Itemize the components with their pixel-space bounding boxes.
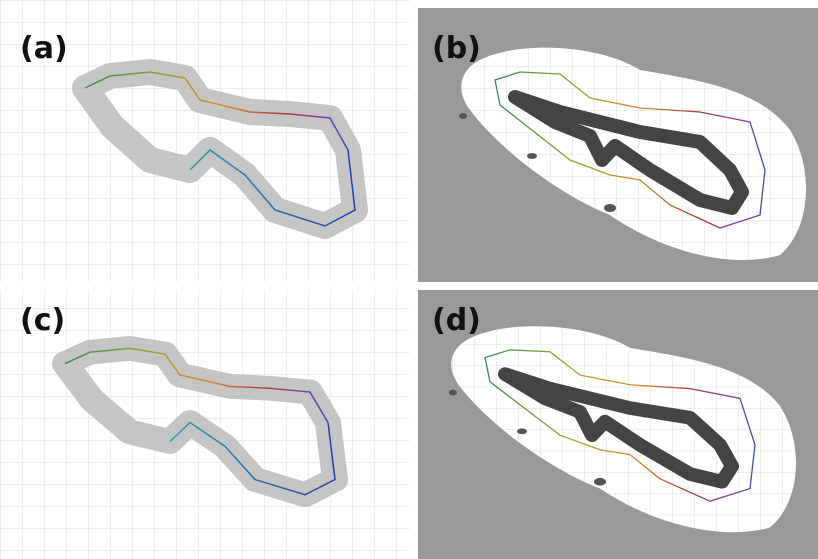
panel-d: (d) (418, 290, 818, 559)
panel-label: (d) (432, 303, 481, 338)
panel-c: (c) (0, 290, 410, 559)
panel-label: (b) (432, 31, 481, 66)
figure: (a) (b) (c) (d) (0, 0, 818, 559)
panel-a: (a) (0, 0, 410, 282)
panel-b: (b) (418, 8, 818, 282)
panel-label: (a) (20, 31, 68, 66)
panel-label: (c) (20, 303, 65, 338)
